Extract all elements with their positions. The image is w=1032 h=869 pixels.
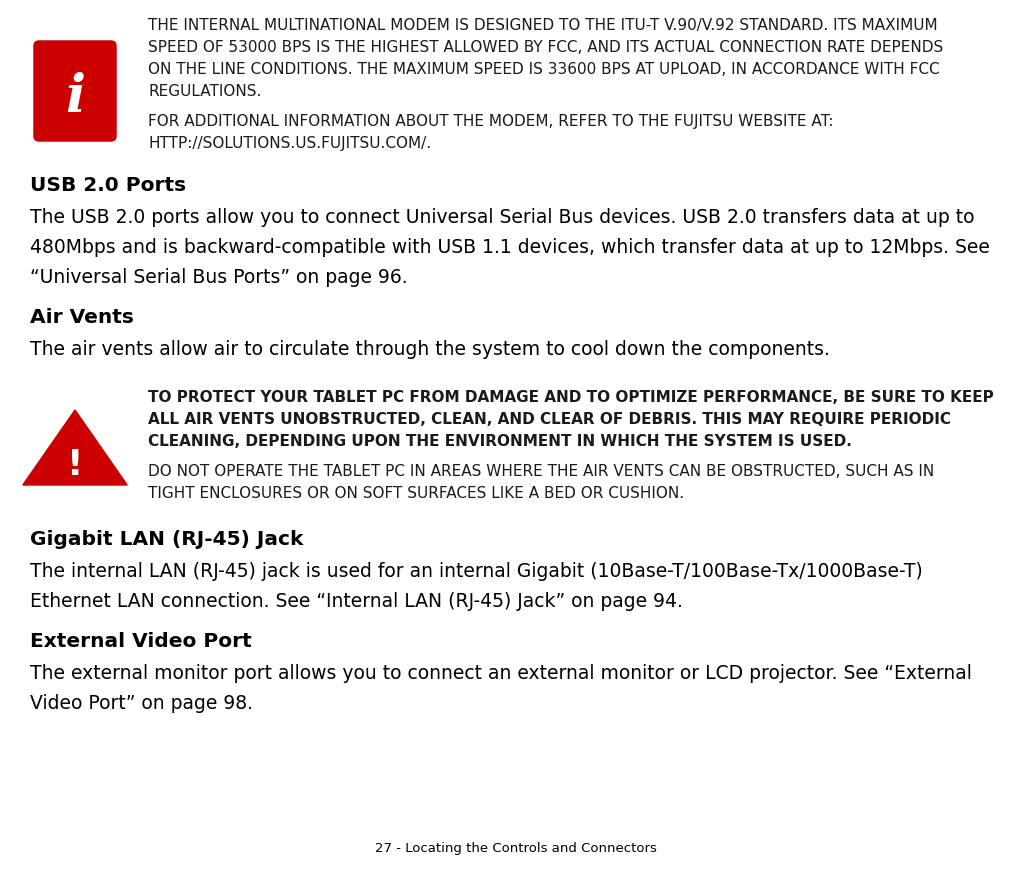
Text: Video Port” on page 98.: Video Port” on page 98.	[30, 693, 253, 713]
Text: Ethernet LAN connection. See “Internal LAN (RJ-45) Jack” on page 94.: Ethernet LAN connection. See “Internal L…	[30, 591, 683, 610]
Text: SPEED OF 53000 BPS IS THE HIGHEST ALLOWED BY FCC, AND ITS ACTUAL CONNECTION RATE: SPEED OF 53000 BPS IS THE HIGHEST ALLOWE…	[148, 40, 943, 55]
Text: The external monitor port allows you to connect an external monitor or LCD proje: The external monitor port allows you to …	[30, 663, 972, 682]
Text: ON THE LINE CONDITIONS. THE MAXIMUM SPEED IS 33600 BPS AT UPLOAD, IN ACCORDANCE : ON THE LINE CONDITIONS. THE MAXIMUM SPEE…	[148, 62, 939, 77]
Text: i: i	[65, 71, 85, 123]
Text: The USB 2.0 ports allow you to connect Universal Serial Bus devices. USB 2.0 tra: The USB 2.0 ports allow you to connect U…	[30, 208, 974, 227]
Text: “Universal Serial Bus Ports” on page 96.: “Universal Serial Bus Ports” on page 96.	[30, 268, 408, 287]
Text: CLEANING, DEPENDING UPON THE ENVIRONMENT IN WHICH THE SYSTEM IS USED.: CLEANING, DEPENDING UPON THE ENVIRONMENT…	[148, 434, 851, 448]
Text: THE INTERNAL MULTINATIONAL MODEM IS DESIGNED TO THE ITU-T V.90/V.92 STANDARD. IT: THE INTERNAL MULTINATIONAL MODEM IS DESI…	[148, 18, 938, 33]
Text: The internal LAN (RJ-45) jack is used for an internal Gigabit (10Base-T/100Base-: The internal LAN (RJ-45) jack is used fo…	[30, 561, 923, 580]
Text: 480Mbps and is backward-compatible with USB 1.1 devices, which transfer data at : 480Mbps and is backward-compatible with …	[30, 238, 990, 256]
Text: TIGHT ENCLOSURES OR ON SOFT SURFACES LIKE A BED OR CUSHION.: TIGHT ENCLOSURES OR ON SOFT SURFACES LIK…	[148, 486, 684, 501]
Text: 27 - Locating the Controls and Connectors: 27 - Locating the Controls and Connector…	[375, 841, 657, 854]
Text: REGULATIONS.: REGULATIONS.	[148, 84, 261, 99]
Polygon shape	[23, 410, 127, 486]
Text: DO NOT OPERATE THE TABLET PC IN AREAS WHERE THE AIR VENTS CAN BE OBSTRUCTED, SUC: DO NOT OPERATE THE TABLET PC IN AREAS WH…	[148, 463, 934, 479]
FancyBboxPatch shape	[35, 43, 115, 141]
Text: FOR ADDITIONAL INFORMATION ABOUT THE MODEM, REFER TO THE FUJITSU WEBSITE AT:: FOR ADDITIONAL INFORMATION ABOUT THE MOD…	[148, 114, 834, 129]
Text: External Video Port: External Video Port	[30, 631, 252, 650]
Text: HTTP://SOLUTIONS.US.FUJITSU.COM/.: HTTP://SOLUTIONS.US.FUJITSU.COM/.	[148, 136, 431, 151]
Text: The air vents allow air to circulate through the system to cool down the compone: The air vents allow air to circulate thr…	[30, 340, 830, 359]
Text: ALL AIR VENTS UNOBSTRUCTED, CLEAN, AND CLEAR OF DEBRIS. THIS MAY REQUIRE PERIODI: ALL AIR VENTS UNOBSTRUCTED, CLEAN, AND C…	[148, 412, 952, 427]
Text: !: !	[67, 448, 84, 481]
Text: USB 2.0 Ports: USB 2.0 Ports	[30, 176, 186, 195]
Text: TO PROTECT YOUR TABLET PC FROM DAMAGE AND TO OPTIMIZE PERFORMANCE, BE SURE TO KE: TO PROTECT YOUR TABLET PC FROM DAMAGE AN…	[148, 389, 994, 405]
Text: Air Vents: Air Vents	[30, 308, 134, 327]
Text: Gigabit LAN (RJ-45) Jack: Gigabit LAN (RJ-45) Jack	[30, 529, 303, 548]
